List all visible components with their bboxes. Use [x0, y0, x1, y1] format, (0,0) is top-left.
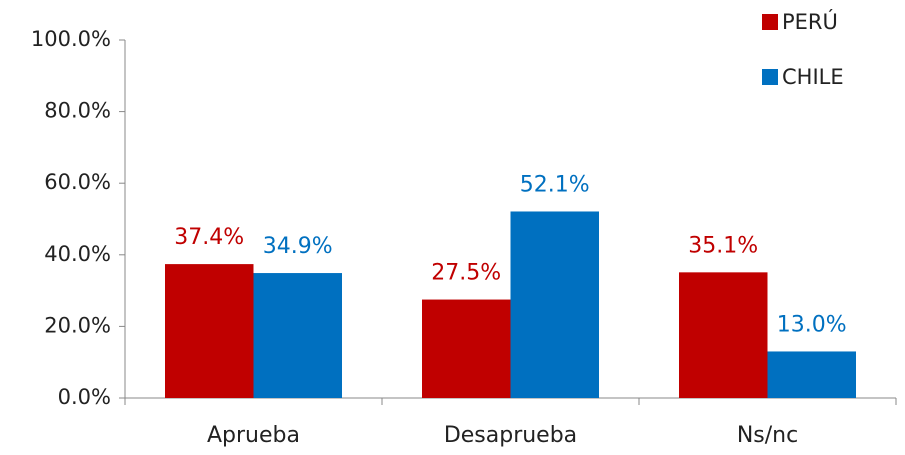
y-tick-label: 20.0% — [44, 313, 111, 337]
bar — [510, 211, 599, 398]
bar — [165, 264, 254, 398]
y-tick-label: 0.0% — [58, 385, 111, 409]
legend-swatch — [762, 69, 778, 85]
y-tick-label: 100.0% — [31, 27, 111, 51]
legend-swatch — [762, 14, 778, 30]
x-tick-label: Desaprueba — [444, 423, 577, 448]
y-tick-label: 40.0% — [44, 242, 111, 266]
data-label: 35.1% — [688, 233, 758, 258]
x-tick-label: Ns/nc — [737, 423, 798, 448]
data-label: 37.4% — [174, 225, 244, 250]
y-tick-label: 80.0% — [44, 99, 111, 123]
data-label: 13.0% — [777, 312, 847, 337]
bar — [253, 273, 342, 398]
bar — [767, 351, 856, 398]
data-label: 52.1% — [520, 172, 590, 197]
data-label: 34.9% — [263, 234, 333, 259]
bar — [679, 272, 768, 398]
x-tick-label: Aprueba — [207, 423, 300, 448]
legend-label: CHILE — [782, 65, 844, 89]
bar — [422, 299, 511, 398]
data-label: 27.5% — [431, 261, 501, 286]
legend-label: PERÚ — [782, 9, 838, 34]
y-tick-label: 60.0% — [44, 170, 111, 194]
